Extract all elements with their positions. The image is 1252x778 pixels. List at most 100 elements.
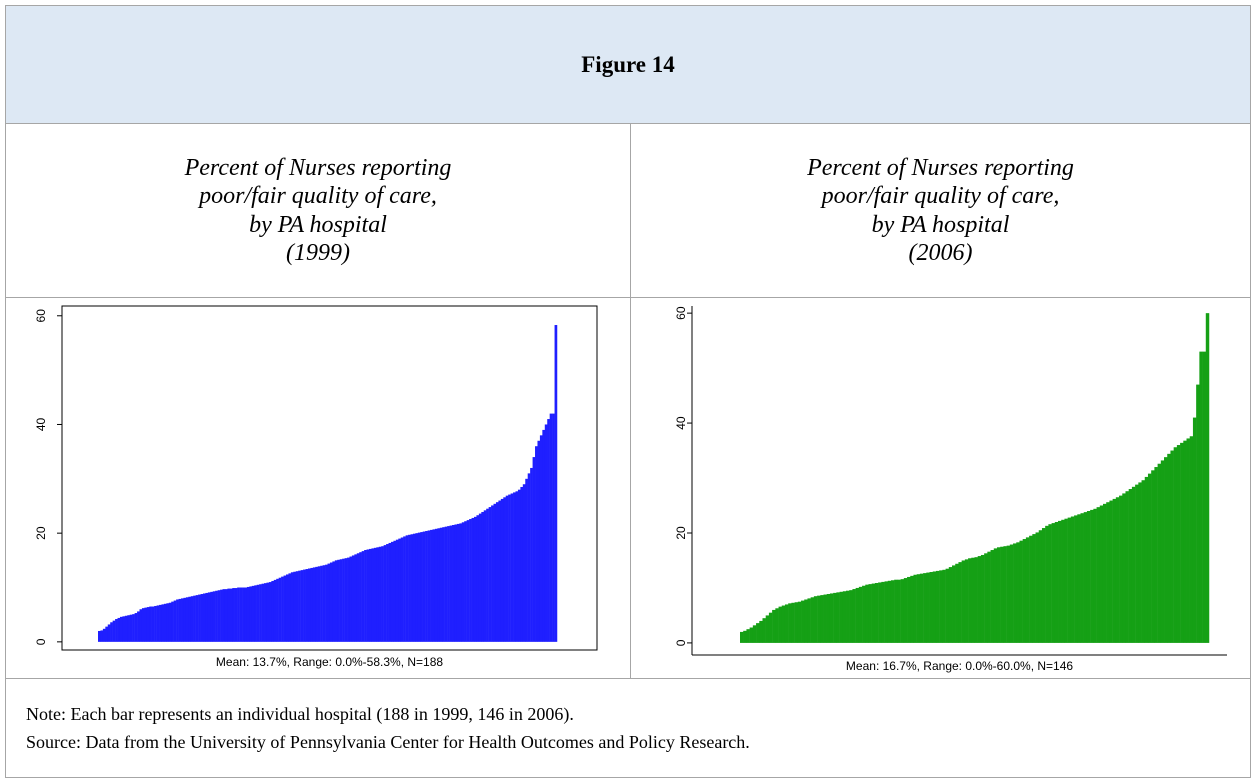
bar	[320, 565, 323, 642]
bar	[778, 606, 783, 643]
bar	[552, 413, 555, 642]
bar	[447, 526, 450, 642]
bar	[522, 484, 526, 642]
bar	[461, 522, 465, 642]
bar	[371, 548, 375, 642]
bar	[432, 529, 436, 642]
bar	[381, 546, 384, 642]
bar	[517, 489, 521, 642]
bar	[1189, 436, 1194, 643]
bar	[310, 567, 314, 642]
bar	[537, 440, 541, 642]
bar	[781, 605, 786, 643]
bar	[442, 527, 445, 642]
y-tick-label: 40	[674, 416, 688, 430]
bar	[942, 569, 946, 643]
bar	[1199, 351, 1203, 643]
bar	[161, 604, 165, 642]
bar	[102, 628, 106, 642]
bar	[202, 593, 206, 642]
bar	[1000, 546, 1004, 643]
bar	[820, 595, 824, 643]
bar	[1135, 484, 1139, 643]
bar	[1093, 508, 1097, 643]
bar	[935, 570, 940, 643]
bar	[826, 593, 831, 643]
bar	[481, 511, 485, 642]
bar	[813, 596, 818, 643]
bar	[855, 587, 860, 643]
bar	[415, 533, 419, 642]
bar	[212, 591, 216, 642]
bar	[833, 592, 837, 643]
bar	[395, 539, 399, 642]
bar	[476, 515, 480, 642]
bar	[1176, 445, 1181, 643]
plot-frame	[61, 305, 598, 651]
bar	[298, 570, 301, 642]
bar	[535, 446, 538, 642]
bar	[425, 530, 428, 642]
bar	[1035, 532, 1039, 643]
bar	[149, 606, 152, 642]
bar	[772, 609, 776, 643]
bar	[868, 584, 872, 643]
bar	[990, 550, 995, 643]
bar	[1009, 544, 1014, 643]
bar	[1205, 313, 1210, 643]
bar	[1006, 545, 1011, 643]
bar	[926, 572, 930, 643]
bar	[945, 568, 950, 643]
bar	[437, 528, 441, 642]
bar	[932, 571, 937, 643]
bar	[491, 505, 494, 642]
bar	[881, 581, 885, 643]
bar	[344, 558, 348, 642]
title-line: by PA hospital	[249, 211, 387, 238]
bar	[752, 625, 757, 643]
bar	[190, 596, 194, 642]
bar	[273, 579, 277, 642]
bar	[1125, 491, 1129, 643]
bar	[829, 593, 834, 643]
bar	[1003, 546, 1007, 643]
bar	[483, 510, 487, 642]
title-line: (1999)	[286, 240, 350, 266]
bar	[129, 614, 133, 642]
bar	[112, 620, 116, 642]
bar	[852, 589, 856, 643]
bar	[500, 498, 504, 642]
bar	[968, 558, 972, 643]
bar	[139, 609, 143, 642]
bar	[1173, 447, 1178, 643]
note: Note: Each bar represents an individual …	[5, 678, 1251, 778]
chart: 0 20 40 60 Mean: 13.7%, Range: 0.0%-58.3%, N…	[34, 305, 598, 669]
bar	[849, 590, 853, 643]
bar	[865, 584, 869, 643]
bar	[173, 600, 177, 642]
bar	[244, 587, 248, 642]
bar	[354, 554, 358, 642]
bar	[119, 616, 123, 642]
bar	[486, 508, 489, 642]
bar	[329, 562, 333, 642]
bar	[1022, 539, 1027, 643]
bar	[1144, 476, 1149, 643]
bar	[878, 582, 882, 643]
bar	[505, 495, 509, 642]
bar	[513, 492, 516, 642]
bar	[117, 617, 121, 642]
bar	[288, 573, 292, 642]
bar	[359, 552, 362, 642]
bar	[181, 598, 184, 642]
bar	[229, 588, 233, 642]
bar	[137, 611, 140, 642]
bar	[198, 594, 201, 642]
bar	[427, 530, 431, 642]
bar	[300, 570, 304, 642]
bar	[366, 549, 370, 642]
bar	[919, 573, 924, 643]
bar	[168, 602, 172, 642]
bar	[1147, 473, 1152, 643]
bar	[749, 627, 754, 643]
